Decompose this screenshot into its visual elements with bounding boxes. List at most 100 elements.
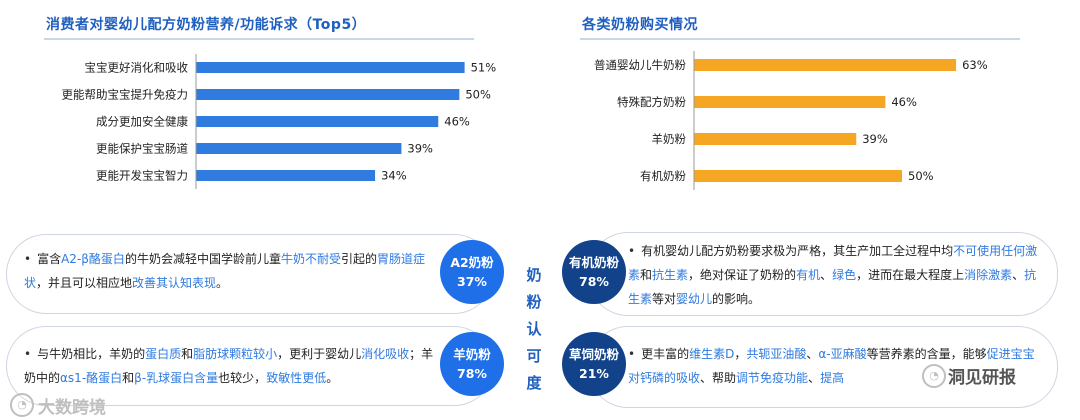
bullet-dot: •	[24, 252, 32, 266]
text-segment: 、	[808, 371, 821, 385]
highlighted-text: 抗生素	[628, 268, 1037, 306]
left-title-underline	[44, 38, 474, 40]
value-label: 39%	[407, 142, 433, 156]
organic-badge-value: 78%	[579, 274, 609, 289]
left-chart-title: 消费者对婴幼儿配方奶粉营养/功能诉求（Top5）	[46, 17, 367, 33]
highlighted-text: 调节免疫功能	[736, 371, 809, 385]
highlighted-text: 致敏性更低	[266, 371, 327, 385]
text-segment: 的影响。	[712, 292, 761, 306]
value-label: 50%	[465, 88, 491, 102]
text-segment: 与牛奶相比，羊奶的	[37, 347, 146, 361]
category-label: 有机奶粉	[640, 169, 686, 183]
category-label: 宝宝更好消化和吸收	[85, 61, 189, 75]
text-segment: 和	[181, 347, 194, 361]
highlighted-text: 维生素D	[689, 347, 735, 361]
text-segment: 。	[326, 371, 339, 385]
watermark-right-icon: ◔	[922, 364, 946, 388]
highlighted-text: 牛奶不耐受	[280, 252, 341, 266]
text-segment: ，并且可以相应地	[36, 276, 133, 290]
bar	[196, 170, 376, 181]
watermark-left: 大数跨境	[38, 398, 106, 418]
a2-badge: A2奶粉 37%	[440, 240, 504, 304]
text-segment: ；羊奶中的	[24, 347, 434, 385]
a2-badge-value: 37%	[457, 274, 487, 289]
highlighted-text: 绿色	[832, 268, 857, 282]
bar	[196, 143, 402, 154]
grassfed-card-text: • 更丰富的维生素D，共轭亚油酸、α-亚麻酸等营养素的含量，能够促进宝宝对钙磷的吸…	[628, 342, 1038, 390]
value-label: 46%	[444, 115, 470, 129]
category-label: 特殊配方奶粉	[617, 95, 686, 109]
organic-card	[588, 232, 1058, 316]
organic-badge: 有机奶粉 78%	[562, 240, 626, 304]
value-label: 51%	[471, 61, 497, 75]
grassfed-badge: 草饲奶粉 21%	[562, 332, 626, 396]
text-segment: 也较少，	[218, 371, 267, 385]
highlighted-text: β-乳球蛋白含量	[134, 371, 219, 385]
highlighted-text: 脂肪球颗粒较小	[193, 347, 278, 361]
highlighted-text: 不可使用任何激素	[628, 244, 1038, 282]
text-segment: 的牛奶会减轻中国学龄前儿童	[124, 252, 281, 266]
bar	[196, 116, 439, 127]
highlighted-text: 促进宝宝对钙磷的吸收	[628, 347, 1035, 385]
text-segment: 、	[1012, 268, 1025, 282]
text-segment: 引起的	[340, 252, 377, 266]
bar	[694, 170, 902, 182]
grassfed-badge-name: 草饲奶粉	[568, 347, 619, 362]
bar	[694, 96, 886, 108]
text-segment: 等营养素的含量，能够	[866, 347, 987, 361]
center-title-char: 粉	[526, 293, 542, 311]
bullet-dot: •	[628, 244, 636, 258]
center-title-char: 认	[526, 320, 542, 338]
grassfed-card	[588, 326, 1058, 408]
highlighted-text: A2-β酪蛋白	[61, 252, 125, 266]
highlighted-text: 有机	[796, 268, 821, 282]
highlighted-text: 婴幼儿	[676, 292, 713, 306]
goat-card-text: • 与牛奶相比，羊奶的蛋白质和脂肪球颗粒较小，更利于婴幼儿消化吸收；羊奶中的αs1…	[24, 342, 436, 390]
text-segment: 。	[216, 276, 229, 290]
value-label: 50%	[908, 169, 934, 183]
highlighted-text: 提高	[820, 371, 845, 385]
category-label: 成分更加安全健康	[96, 115, 188, 129]
right-bar-chart: 普通婴幼儿牛奶粉 63% 特殊配方奶粉 46% 羊奶粉 39% 有机奶粉 50%	[594, 51, 988, 190]
value-label: 34%	[381, 169, 407, 183]
goat-card	[6, 326, 494, 406]
text-segment: ，	[734, 347, 747, 361]
center-title-char: 奶	[526, 266, 542, 284]
text-segment: ，进而在最大程度上	[856, 268, 965, 282]
grassfed-badge-value: 21%	[579, 366, 609, 381]
text-segment: 和	[122, 371, 135, 385]
value-label: 46%	[891, 95, 917, 109]
highlighted-text: 改善其认知表现	[132, 276, 217, 290]
bar	[694, 133, 857, 145]
watermark-left-icon: ◔	[10, 393, 34, 417]
text-segment: ，更利于婴幼儿	[277, 347, 362, 361]
highlighted-text: 消化吸收	[361, 347, 410, 361]
text-segment: 、帮助	[700, 371, 737, 385]
text-segment: 更丰富的	[641, 347, 690, 361]
text-segment: 和	[640, 268, 653, 282]
right-title-underline	[580, 38, 1020, 40]
organic-badge-name: 有机奶粉	[568, 255, 619, 270]
highlighted-text: 蛋白质	[145, 347, 182, 361]
text-segment: 、	[820, 268, 833, 282]
left-bar-chart: 宝宝更好消化和吸收 51% 更能帮助宝宝提升免疫力 50% 成分更加安全健康 46% 更能保…	[62, 54, 497, 189]
bullet-dot: •	[628, 347, 636, 361]
category-label: 羊奶粉	[652, 132, 687, 146]
goat-badge-value: 78%	[457, 366, 487, 381]
watermark-right: 洞见研报	[948, 368, 1016, 388]
goat-badge: 羊奶粉 78%	[440, 332, 504, 396]
center-title-char: 度	[526, 374, 542, 392]
category-label: 更能开发宝宝智力	[96, 169, 188, 183]
value-label: 39%	[862, 132, 888, 146]
text-segment: 富含	[37, 252, 62, 266]
highlighted-text: α-亚麻酸	[818, 347, 867, 361]
highlighted-text: 胃肠道症状	[24, 252, 425, 290]
text-segment: ，绝对保证了奶粉的	[688, 268, 797, 282]
right-chart-title: 各类奶粉购买情况	[582, 17, 698, 33]
a2-card	[6, 234, 494, 314]
category-label: 更能帮助宝宝提升免疫力	[62, 88, 189, 102]
center-vertical-title: 奶粉认可度	[524, 262, 544, 397]
goat-badge-name: 羊奶粉	[453, 347, 491, 362]
text-segment: 等对	[652, 292, 677, 306]
bullet-dot: •	[24, 347, 32, 361]
